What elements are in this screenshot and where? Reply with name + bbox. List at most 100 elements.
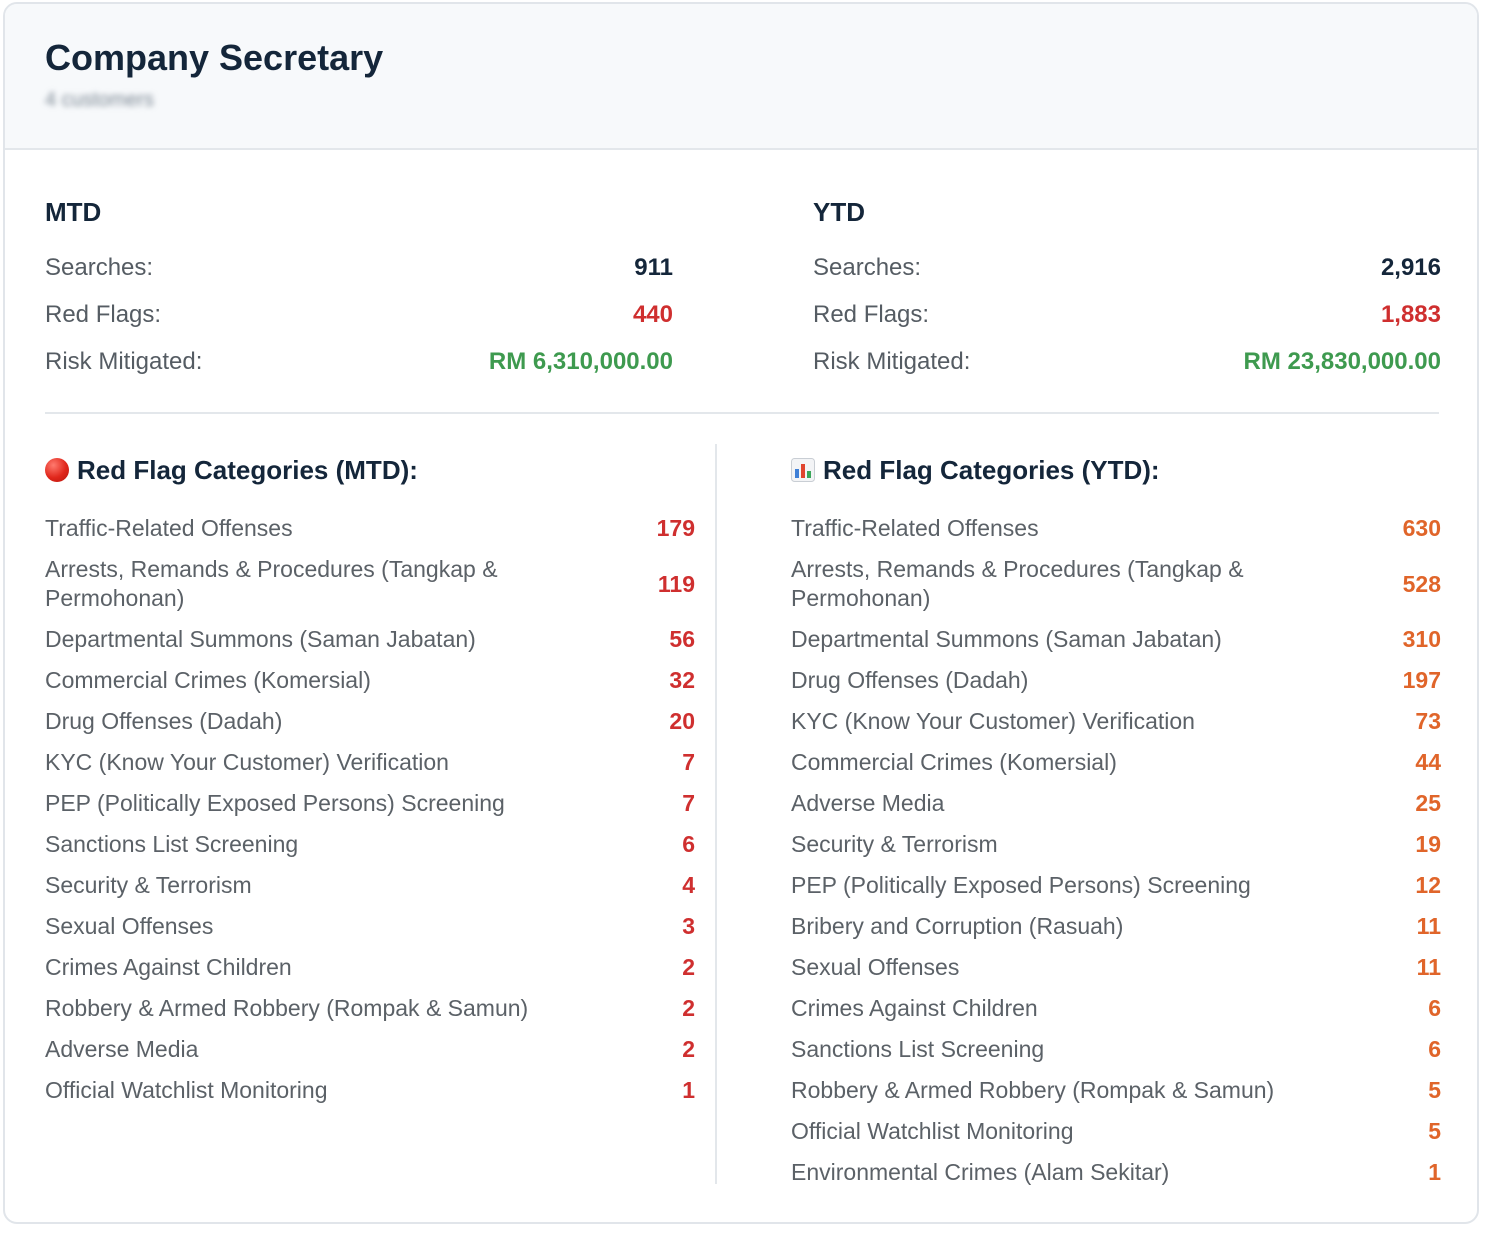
- mtd-risk-value: RM 6,310,000.00: [488, 347, 673, 375]
- ytd-category-list: Traffic-Related Offenses 630 Arrests, Rema…: [791, 508, 1441, 1193]
- red-flags-label: Red Flags:: [813, 300, 930, 328]
- category-label: Official Watchlist Monitoring: [791, 1118, 1074, 1144]
- category-label: Commercial Crimes (Komersial): [45, 667, 371, 693]
- category-label: PEP (Politically Exposed Persons) Screen…: [45, 790, 505, 816]
- category-count: 197: [1402, 667, 1441, 693]
- mtd-risk-row: Risk Mitigated: RM 6,310,000.00: [45, 338, 673, 385]
- ytd-categories: Red Flag Categories (YTD): Traffic-Relat…: [791, 452, 1441, 1193]
- category-label: Adverse Media: [791, 790, 945, 816]
- category-count: 179: [656, 515, 695, 541]
- category-count: 56: [669, 626, 695, 652]
- mtd-heading: MTD: [45, 197, 102, 227]
- mtd-summary: MTD Searches: 911 Red Flags: 440 Risk Mi…: [45, 192, 673, 385]
- mtd-categories-title: Red Flag Categories (MTD):: [77, 454, 418, 485]
- category-label: PEP (Politically Exposed Persons) Screen…: [791, 872, 1251, 898]
- category-row: Drug Offenses (Dadah) 197: [791, 660, 1441, 701]
- ytd-red-flags-row: Red Flags: 1,883: [813, 291, 1441, 338]
- ytd-risk-value: RM 23,830,000.00: [1243, 347, 1441, 375]
- category-label: Sanctions List Screening: [791, 1036, 1045, 1062]
- risk-mitigated-label: Risk Mitigated:: [813, 347, 971, 375]
- mtd-categories-heading: Red Flag Categories (MTD):: [45, 452, 695, 488]
- category-count: 119: [657, 570, 695, 597]
- ytd-heading: YTD: [813, 197, 865, 227]
- category-count: 2: [682, 954, 695, 980]
- category-label: Arrests, Remands & Procedures (Tangkap &…: [45, 556, 498, 611]
- category-label: Sexual Offenses: [791, 954, 960, 980]
- category-label: Traffic-Related Offenses: [45, 515, 293, 541]
- category-row: Official Watchlist Monitoring 1: [45, 1070, 695, 1111]
- category-row: Drug Offenses (Dadah) 20: [45, 701, 695, 742]
- ytd-risk-row: Risk Mitigated: RM 23,830,000.00: [813, 338, 1441, 385]
- category-count: 11: [1416, 913, 1441, 939]
- summary-section: MTD Searches: 911 Red Flags: 440 Risk Mi…: [5, 150, 1477, 414]
- category-count: 6: [682, 831, 695, 857]
- category-label: Drug Offenses (Dadah): [45, 708, 283, 734]
- category-count: 310: [1402, 626, 1441, 652]
- category-row: KYC (Know Your Customer) Verification 73: [791, 701, 1441, 742]
- category-count: 44: [1415, 749, 1441, 775]
- category-count: 11: [1416, 954, 1441, 980]
- card-title: Company Secretary: [45, 37, 384, 78]
- mtd-red-flags-row: Red Flags: 440: [45, 291, 673, 338]
- category-label: Departmental Summons (Saman Jabatan): [45, 626, 476, 652]
- category-count: 1: [1428, 1159, 1441, 1185]
- category-row: Sanctions List Screening 6: [791, 1029, 1441, 1070]
- ytd-red-flags-value: 1,883: [1380, 300, 1441, 328]
- category-count: 7: [682, 790, 695, 816]
- category-row: Arrests, Remands & Procedures (Tangkap &…: [45, 549, 695, 619]
- category-row: Sexual Offenses 3: [45, 906, 695, 947]
- category-label: Official Watchlist Monitoring: [45, 1077, 328, 1103]
- category-row: Sexual Offenses 11: [791, 947, 1441, 988]
- mtd-searches-row: Searches: 911: [45, 244, 673, 291]
- category-label: Crimes Against Children: [45, 954, 292, 980]
- bar-chart-icon: [791, 458, 815, 482]
- category-label: Adverse Media: [45, 1036, 199, 1062]
- mtd-categories: Red Flag Categories (MTD): Traffic-Relat…: [45, 452, 695, 1111]
- category-label: Sexual Offenses: [45, 913, 214, 939]
- category-row: PEP (Politically Exposed Persons) Screen…: [45, 783, 695, 824]
- category-count: 3: [682, 913, 695, 939]
- mtd-red-flags-value: 440: [632, 300, 673, 328]
- category-label: Departmental Summons (Saman Jabatan): [791, 626, 1222, 652]
- category-label: Security & Terrorism: [791, 831, 998, 857]
- category-count: 12: [1415, 872, 1441, 898]
- category-label: Robbery & Armed Robbery (Rompak & Samun): [791, 1077, 1275, 1103]
- category-row: Security & Terrorism 4: [45, 865, 695, 906]
- category-row: Sanctions List Screening 6: [45, 824, 695, 865]
- column-divider: [715, 444, 717, 1184]
- category-row: Adverse Media 25: [791, 783, 1441, 824]
- ytd-searches-value: 2,916: [1380, 253, 1441, 281]
- red-circle-icon: [45, 458, 69, 482]
- category-count: 7: [682, 749, 695, 775]
- section-divider: [45, 412, 1439, 414]
- category-count: 32: [669, 667, 695, 693]
- mtd-searches-value: 911: [634, 253, 673, 281]
- category-row: Commercial Crimes (Komersial) 44: [791, 742, 1441, 783]
- category-row: Departmental Summons (Saman Jabatan) 56: [45, 619, 695, 660]
- searches-label: Searches:: [813, 253, 922, 281]
- company-secretary-card: Company Secretary 4 customers MTD Search…: [3, 2, 1479, 1224]
- category-row: Traffic-Related Offenses 179: [45, 508, 695, 549]
- category-row: Departmental Summons (Saman Jabatan) 310: [791, 619, 1441, 660]
- category-row: Traffic-Related Offenses 630: [791, 508, 1441, 549]
- category-count: 73: [1415, 708, 1441, 734]
- card-header: Company Secretary 4 customers: [5, 4, 1477, 150]
- category-label: Environmental Crimes (Alam Sekitar): [791, 1159, 1170, 1185]
- category-row: Official Watchlist Monitoring 5: [791, 1111, 1441, 1152]
- category-label: Bribery and Corruption (Rasuah): [791, 913, 1124, 939]
- category-count: 5: [1428, 1118, 1441, 1144]
- category-count: 6: [1428, 995, 1441, 1021]
- category-row: Robbery & Armed Robbery (Rompak & Samun)…: [791, 1070, 1441, 1111]
- customer-count-subtitle: 4 customers: [45, 89, 154, 111]
- category-label: Robbery & Armed Robbery (Rompak & Samun): [45, 995, 529, 1021]
- category-count: 19: [1415, 831, 1441, 857]
- category-label: Drug Offenses (Dadah): [791, 667, 1029, 693]
- category-label: Arrests, Remands & Procedures (Tangkap &…: [791, 556, 1244, 611]
- category-count: 528: [1402, 570, 1441, 597]
- category-row: Adverse Media 2: [45, 1029, 695, 1070]
- category-row: Environmental Crimes (Alam Sekitar) 1: [791, 1152, 1441, 1193]
- ytd-categories-title: Red Flag Categories (YTD):: [823, 454, 1160, 485]
- category-row: Robbery & Armed Robbery (Rompak & Samun)…: [45, 988, 695, 1029]
- category-label: KYC (Know Your Customer) Verification: [791, 708, 1195, 734]
- category-count: 6: [1428, 1036, 1441, 1062]
